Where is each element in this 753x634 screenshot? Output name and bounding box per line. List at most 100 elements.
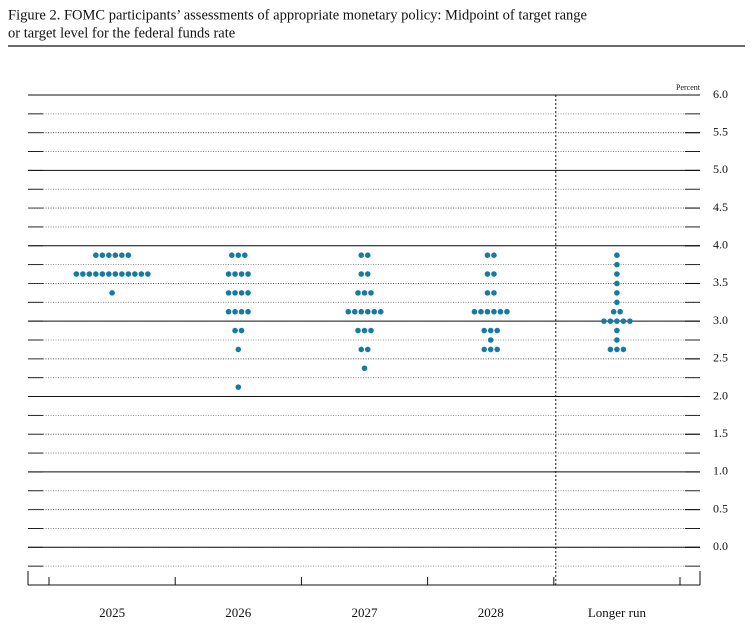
dot xyxy=(145,271,151,277)
dot xyxy=(232,290,238,296)
dot xyxy=(504,308,510,315)
dot xyxy=(487,327,494,334)
dot xyxy=(245,290,251,296)
dot xyxy=(368,327,374,334)
y-tick-label: 4.5 xyxy=(713,200,728,214)
dot xyxy=(112,271,119,277)
dot xyxy=(494,346,501,353)
dot xyxy=(614,318,620,324)
dot xyxy=(238,290,245,296)
dot xyxy=(478,308,484,315)
chart-title: or target level for the federal funds ra… xyxy=(8,25,235,41)
dot xyxy=(112,252,119,258)
dot xyxy=(361,290,368,296)
dot xyxy=(620,346,627,353)
dot xyxy=(614,261,620,268)
dot xyxy=(232,327,238,334)
dot xyxy=(358,346,365,353)
dot xyxy=(225,271,232,277)
dot xyxy=(614,337,620,343)
dot xyxy=(364,271,371,277)
dot xyxy=(86,271,93,277)
dot xyxy=(235,384,242,390)
dot xyxy=(607,318,614,324)
dot xyxy=(481,327,488,334)
dot xyxy=(238,271,245,277)
dot xyxy=(232,308,238,315)
dot xyxy=(368,290,374,296)
dot xyxy=(351,308,358,315)
dot xyxy=(377,308,384,315)
dot xyxy=(471,308,478,315)
dot xyxy=(225,290,232,296)
dot xyxy=(620,318,627,324)
dot xyxy=(106,271,112,277)
dot xyxy=(235,252,242,258)
dot xyxy=(109,290,115,296)
dot xyxy=(614,346,620,353)
dot xyxy=(99,271,106,277)
dot xyxy=(355,290,361,296)
dot xyxy=(364,252,371,258)
dot xyxy=(614,327,620,334)
dot xyxy=(491,290,497,296)
x-tick-label: 2025 xyxy=(99,605,125,620)
dot xyxy=(125,252,132,258)
x-tick-label: 2027 xyxy=(352,605,379,620)
dot xyxy=(99,252,106,258)
dot xyxy=(481,346,488,353)
chart-title: Figure 2. FOMC participants’ assessments… xyxy=(8,7,587,23)
dot xyxy=(491,252,497,258)
dot xyxy=(491,308,497,315)
dot xyxy=(364,308,371,315)
dot xyxy=(487,346,494,353)
x-tick-label: 2026 xyxy=(225,605,252,620)
x-tick-label: Longer run xyxy=(588,605,647,620)
dot xyxy=(80,271,86,277)
y-tick-label: 5.0 xyxy=(713,162,728,176)
dot xyxy=(119,271,125,277)
dot xyxy=(358,252,365,258)
y-tick-label: 3.0 xyxy=(713,313,728,327)
dot xyxy=(484,290,491,296)
dot xyxy=(345,308,352,315)
dot xyxy=(138,271,145,277)
dot xyxy=(494,327,501,334)
dot xyxy=(484,252,491,258)
y-tick-label: 3.5 xyxy=(713,275,728,289)
dot xyxy=(106,252,112,258)
dot xyxy=(229,252,235,258)
dot xyxy=(245,271,251,277)
dot xyxy=(601,318,607,324)
dot xyxy=(245,308,251,315)
dot xyxy=(617,308,623,315)
dot xyxy=(484,271,491,277)
dot xyxy=(610,308,617,315)
dot xyxy=(364,346,371,353)
dot xyxy=(371,308,378,315)
dot xyxy=(358,271,365,277)
y-tick-label: 5.5 xyxy=(713,124,728,138)
dot xyxy=(73,271,80,277)
y-tick-label: 0.0 xyxy=(713,539,728,553)
dot xyxy=(132,271,138,277)
dot xyxy=(361,327,368,334)
dot xyxy=(487,337,494,343)
dot xyxy=(242,252,248,258)
dot xyxy=(614,280,620,287)
dot xyxy=(232,271,238,277)
y-tick-label: 1.0 xyxy=(713,464,728,478)
y-tick-label: 2.0 xyxy=(713,388,728,402)
dot xyxy=(614,252,620,258)
dot xyxy=(614,290,620,296)
dot xyxy=(484,308,491,315)
dot xyxy=(225,308,232,315)
dot xyxy=(93,252,99,258)
dot xyxy=(93,271,99,277)
dot xyxy=(361,365,368,372)
x-tick-label: 2028 xyxy=(478,605,504,620)
dot xyxy=(355,327,361,334)
dot xyxy=(491,271,497,277)
dot xyxy=(238,327,245,334)
